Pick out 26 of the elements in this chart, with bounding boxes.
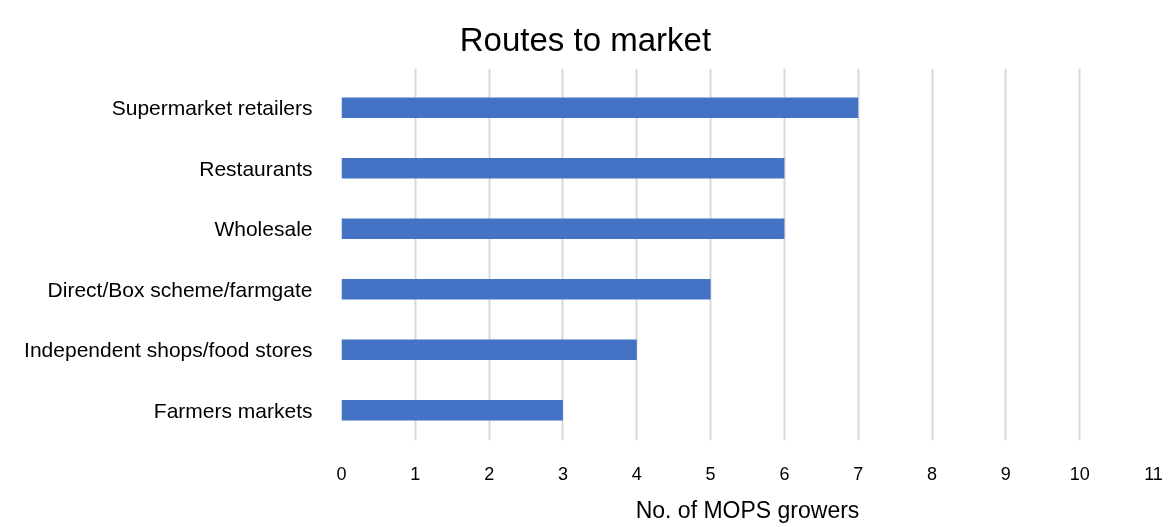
x-tick-label: 2 bbox=[484, 463, 495, 484]
x-tick-label: 1 bbox=[410, 463, 421, 484]
y-tick-label: Supermarket retailers bbox=[111, 96, 313, 120]
x-tick-label: 5 bbox=[705, 463, 716, 484]
y-tick-label: Independent shops/food stores bbox=[24, 338, 313, 362]
bar bbox=[341, 279, 711, 300]
bar bbox=[341, 97, 859, 119]
x-tick-label: 4 bbox=[631, 463, 642, 484]
bar bbox=[341, 218, 785, 240]
y-tick-label: Wholesale bbox=[214, 217, 313, 241]
y-tick-label: Farmers markets bbox=[153, 398, 313, 422]
y-tick-label: Direct/Box scheme/farmgate bbox=[47, 277, 313, 301]
x-tick-label: 6 bbox=[779, 463, 790, 484]
x-tick-label: 0 bbox=[336, 463, 347, 484]
bar bbox=[341, 339, 637, 361]
x-tick-label: 3 bbox=[557, 463, 568, 484]
bar bbox=[341, 158, 785, 179]
bar bbox=[341, 399, 563, 421]
x-tick-label: 8 bbox=[927, 463, 938, 484]
x-tick-label: 9 bbox=[1000, 463, 1011, 484]
y-tick-label: Restaurants bbox=[199, 156, 313, 180]
x-tick-label: 7 bbox=[853, 463, 864, 484]
x-tick-label: 10 bbox=[1069, 463, 1090, 484]
chart-title: Routes to market bbox=[459, 20, 712, 58]
x-tick-label: 11 bbox=[1144, 463, 1163, 484]
x-axis-title: No. of MOPS growers bbox=[635, 496, 860, 523]
